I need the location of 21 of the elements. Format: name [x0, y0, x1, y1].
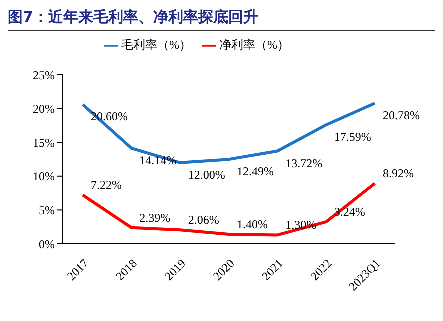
- data-label: 7.22%: [91, 178, 122, 192]
- data-label: 13.72%: [286, 156, 323, 170]
- data-label: 1.40%: [237, 218, 268, 232]
- data-label: 2.06%: [188, 213, 220, 228]
- y-tick-label: 25%: [33, 68, 55, 82]
- y-tick-label: 20%: [33, 102, 55, 116]
- data-label: 12.49%: [237, 164, 274, 179]
- data-label: 8.92%: [383, 166, 414, 181]
- line-series: [82, 182, 376, 237]
- legend-label: 毛利率（%）: [122, 38, 192, 52]
- data-label: 17.59%: [334, 130, 372, 144]
- data-label: 12.00%: [188, 168, 226, 182]
- y-tick-label: 10%: [33, 170, 55, 184]
- data-label: 14.14%: [140, 153, 177, 168]
- legend-label: 净利率（%）: [220, 38, 290, 52]
- y-tick-label: 0%: [39, 237, 55, 252]
- y-tick-label: 15%: [33, 136, 55, 150]
- y-tick-label: 5%: [39, 203, 55, 218]
- data-label: 20.78%: [383, 108, 420, 123]
- chart-title: 图7：近年来毛利率、净利率探底回升: [8, 8, 435, 31]
- data-label: 2.39%: [140, 210, 171, 225]
